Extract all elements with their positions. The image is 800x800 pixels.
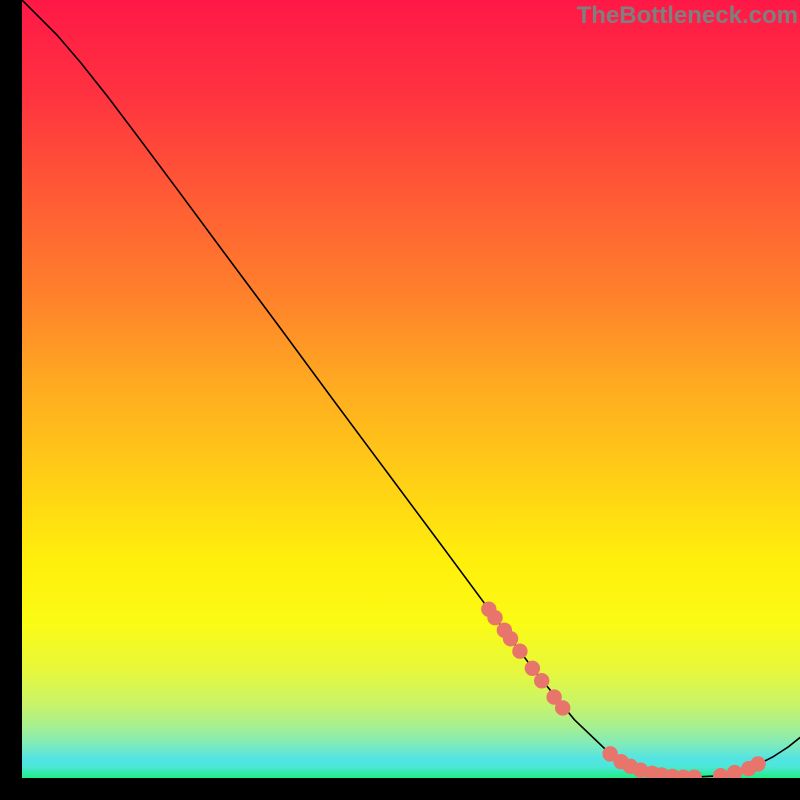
- data-marker: [556, 701, 570, 715]
- marker-group: [482, 602, 766, 778]
- chart-svg: [22, 0, 800, 778]
- data-marker: [525, 661, 539, 675]
- data-marker: [713, 768, 727, 778]
- data-marker: [513, 644, 527, 658]
- plot-area: [22, 0, 800, 778]
- data-marker: [535, 674, 549, 688]
- data-marker: [488, 611, 502, 625]
- data-marker: [751, 757, 765, 771]
- watermark-text: TheBottleneck.com: [577, 2, 798, 30]
- bottleneck-curve: [22, 0, 800, 777]
- data-marker: [687, 770, 701, 778]
- data-marker: [503, 632, 517, 646]
- data-marker: [727, 765, 741, 778]
